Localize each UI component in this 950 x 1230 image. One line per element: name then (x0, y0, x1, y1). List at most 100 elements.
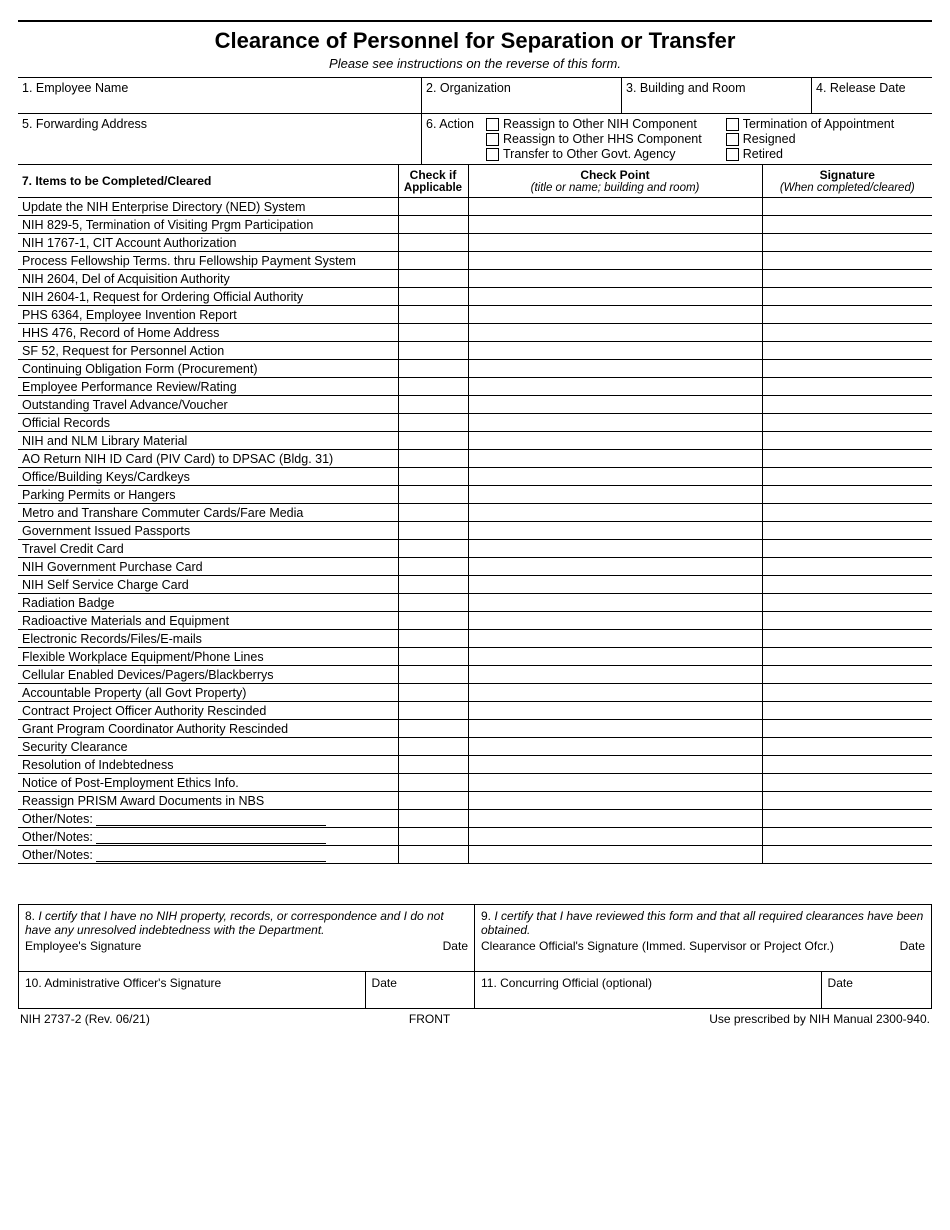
item-checkpoint-cell[interactable] (468, 324, 762, 342)
item-signature-cell[interactable] (762, 810, 932, 828)
item-signature-cell[interactable] (762, 396, 932, 414)
item-signature-cell[interactable] (762, 306, 932, 324)
item-signature-cell[interactable] (762, 702, 932, 720)
item-signature-cell[interactable] (762, 540, 932, 558)
item-check-cell[interactable] (398, 846, 468, 864)
item-check-cell[interactable] (398, 378, 468, 396)
field-release-date[interactable]: 4. Release Date (812, 78, 932, 113)
item-checkpoint-cell[interactable] (468, 540, 762, 558)
field-building-room[interactable]: 3. Building and Room (622, 78, 812, 113)
item-check-cell[interactable] (398, 576, 468, 594)
item-checkpoint-cell[interactable] (468, 612, 762, 630)
action-option[interactable]: Transfer to Other Govt. Agency (486, 147, 702, 161)
item-checkpoint-cell[interactable] (468, 198, 762, 216)
item-signature-cell[interactable] (762, 504, 932, 522)
admin-officer-signature[interactable]: 10. Administrative Officer's Signature (19, 971, 366, 1008)
item-checkpoint-cell[interactable] (468, 828, 762, 846)
item-checkpoint-cell[interactable] (468, 522, 762, 540)
item-check-cell[interactable] (398, 612, 468, 630)
item-checkpoint-cell[interactable] (468, 468, 762, 486)
item-checkpoint-cell[interactable] (468, 306, 762, 324)
item-checkpoint-cell[interactable] (468, 792, 762, 810)
checkbox-icon[interactable] (726, 118, 739, 131)
item-check-cell[interactable] (398, 630, 468, 648)
other-notes-label[interactable]: Other/Notes: (18, 810, 398, 828)
item-checkpoint-cell[interactable] (468, 252, 762, 270)
item-check-cell[interactable] (398, 252, 468, 270)
item-checkpoint-cell[interactable] (468, 684, 762, 702)
item-check-cell[interactable] (398, 774, 468, 792)
item-signature-cell[interactable] (762, 756, 932, 774)
field-organization[interactable]: 2. Organization (422, 78, 622, 113)
item-check-cell[interactable] (398, 360, 468, 378)
item-checkpoint-cell[interactable] (468, 378, 762, 396)
item-check-cell[interactable] (398, 450, 468, 468)
item-checkpoint-cell[interactable] (468, 774, 762, 792)
checkbox-icon[interactable] (726, 133, 739, 146)
item-signature-cell[interactable] (762, 576, 932, 594)
item-checkpoint-cell[interactable] (468, 846, 762, 864)
item-checkpoint-cell[interactable] (468, 576, 762, 594)
item-signature-cell[interactable] (762, 558, 932, 576)
checkbox-icon[interactable] (726, 148, 739, 161)
item-checkpoint-cell[interactable] (468, 666, 762, 684)
item-signature-cell[interactable] (762, 252, 932, 270)
item-signature-cell[interactable] (762, 738, 932, 756)
checkbox-icon[interactable] (486, 148, 499, 161)
item-check-cell[interactable] (398, 720, 468, 738)
item-signature-cell[interactable] (762, 792, 932, 810)
other-notes-label[interactable]: Other/Notes: (18, 828, 398, 846)
item-signature-cell[interactable] (762, 486, 932, 504)
item-checkpoint-cell[interactable] (468, 414, 762, 432)
item-signature-cell[interactable] (762, 216, 932, 234)
item-signature-cell[interactable] (762, 450, 932, 468)
cert-clearance-official[interactable]: 9. I certify that I have reviewed this f… (475, 905, 931, 971)
item-signature-cell[interactable] (762, 378, 932, 396)
item-check-cell[interactable] (398, 828, 468, 846)
item-check-cell[interactable] (398, 684, 468, 702)
concurring-official[interactable]: 11. Concurring Official (optional) (475, 971, 822, 1008)
action-option[interactable]: Reassign to Other HHS Component (486, 132, 702, 146)
action-option[interactable]: Termination of Appointment (726, 117, 894, 131)
item-signature-cell[interactable] (762, 360, 932, 378)
item-check-cell[interactable] (398, 810, 468, 828)
item-check-cell[interactable] (398, 216, 468, 234)
checkbox-icon[interactable] (486, 133, 499, 146)
item-signature-cell[interactable] (762, 198, 932, 216)
action-option[interactable]: Retired (726, 147, 894, 161)
item-signature-cell[interactable] (762, 846, 932, 864)
item-checkpoint-cell[interactable] (468, 594, 762, 612)
item-check-cell[interactable] (398, 306, 468, 324)
field-forwarding-address[interactable]: 5. Forwarding Address (18, 114, 422, 164)
item-signature-cell[interactable] (762, 342, 932, 360)
item-check-cell[interactable] (398, 666, 468, 684)
item-check-cell[interactable] (398, 594, 468, 612)
item-check-cell[interactable] (398, 792, 468, 810)
action-option[interactable]: Reassign to Other NIH Component (486, 117, 702, 131)
item-signature-cell[interactable] (762, 270, 932, 288)
item-check-cell[interactable] (398, 702, 468, 720)
item-signature-cell[interactable] (762, 324, 932, 342)
item-signature-cell[interactable] (762, 648, 932, 666)
item-check-cell[interactable] (398, 324, 468, 342)
field-employee-name[interactable]: 1. Employee Name (18, 78, 422, 113)
item-check-cell[interactable] (398, 270, 468, 288)
item-signature-cell[interactable] (762, 234, 932, 252)
item-checkpoint-cell[interactable] (468, 396, 762, 414)
item-check-cell[interactable] (398, 414, 468, 432)
item-check-cell[interactable] (398, 396, 468, 414)
item-checkpoint-cell[interactable] (468, 738, 762, 756)
item-signature-cell[interactable] (762, 828, 932, 846)
item-checkpoint-cell[interactable] (468, 486, 762, 504)
item-check-cell[interactable] (398, 342, 468, 360)
item-checkpoint-cell[interactable] (468, 288, 762, 306)
item-signature-cell[interactable] (762, 774, 932, 792)
item-check-cell[interactable] (398, 234, 468, 252)
item-check-cell[interactable] (398, 540, 468, 558)
item-signature-cell[interactable] (762, 630, 932, 648)
item-check-cell[interactable] (398, 486, 468, 504)
item-checkpoint-cell[interactable] (468, 720, 762, 738)
item-checkpoint-cell[interactable] (468, 270, 762, 288)
cert-employee[interactable]: 8. I certify that I have no NIH property… (19, 905, 475, 971)
item-signature-cell[interactable] (762, 522, 932, 540)
